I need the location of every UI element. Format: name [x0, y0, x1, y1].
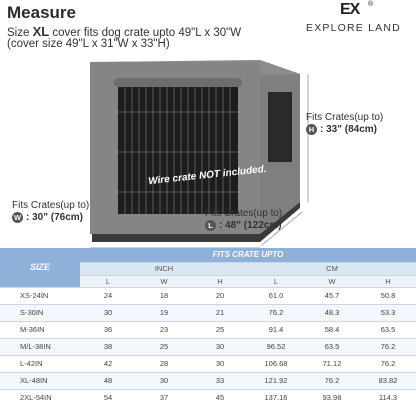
size-column-header: SIZE [0, 248, 80, 288]
brand-mark: EX [340, 1, 360, 18]
value-cell: 19 [136, 304, 192, 322]
value-cell: 58.4 [304, 321, 360, 339]
table-row: 2XL-54IN 54 37 45 137.16 93.98 114.3 [0, 389, 416, 403]
brand-registered: ® [368, 1, 374, 8]
value-cell: 137.16 [248, 389, 304, 403]
value-cell: 20 [192, 287, 248, 305]
length-badge: L [205, 220, 216, 231]
dimension-width-value: : 30" (76cm) [26, 212, 83, 223]
size-cell: 2XL-54IN [0, 389, 80, 403]
value-cell: 33 [192, 372, 248, 390]
dimension-width: Fits Crates(up to) W: 30" (76cm) [12, 200, 89, 223]
table-row: L-42IN 42 28 30 106.68 71.12 76.2 [0, 355, 416, 373]
value-cell: 30 [136, 372, 192, 390]
dimension-length-label: Fits Crates(up to) [205, 208, 283, 219]
sub-header: L [248, 275, 304, 288]
value-cell: 83.82 [360, 372, 416, 390]
table-row: M-36IN 36 23 25 91.4 58.4 63.5 [0, 321, 416, 339]
table-row: M/L-38IN 38 25 30 96.52 63.5 76.2 [0, 338, 416, 356]
sub-header: W [304, 275, 360, 288]
value-cell: 48 [80, 372, 136, 390]
sub-header: H [192, 275, 248, 288]
value-cell: 37 [136, 389, 192, 403]
dimension-height: Fits Crates(up to) H: 33" (84cm) [306, 112, 383, 135]
dimension-height-value: : 33" (84cm) [320, 124, 377, 135]
value-cell: 18 [136, 287, 192, 305]
sub-header: L [80, 275, 136, 288]
page-title: Measure [7, 3, 76, 22]
value-cell: 24 [80, 287, 136, 305]
value-cell: 21 [192, 304, 248, 322]
size-cell: L-42IN [0, 355, 80, 373]
value-cell: 25 [192, 321, 248, 339]
rolled-flap [114, 78, 242, 87]
table-row: XL-48IN 48 30 33 121.92 76.2 83.82 [0, 372, 416, 390]
width-badge: W [12, 212, 23, 223]
size-cell: XS-24IN [0, 287, 80, 305]
value-cell: 106.68 [248, 355, 304, 373]
dimension-width-label: Fits Crates(up to) [12, 200, 90, 211]
height-badge: H [306, 124, 317, 135]
value-cell: 63.5 [360, 321, 416, 339]
size-cell: M/L-38IN [0, 338, 80, 356]
value-cell: 76.2 [248, 304, 304, 322]
crate-tray [92, 202, 300, 242]
size-suffix: cover fits dog crate upto 49"L x 30"W [52, 27, 242, 39]
value-cell: 54 [80, 389, 136, 403]
brand-logo: EX ® EXPLORE LAND [306, 1, 412, 37]
dimension-length: Fits Crates(up to) L: 48" (122cm) [205, 208, 282, 231]
sub-header: H [360, 275, 416, 288]
value-cell: 76.2 [360, 338, 416, 356]
value-cell: 23 [136, 321, 192, 339]
value-cell: 30 [192, 355, 248, 373]
cm-header: CM [248, 262, 416, 276]
value-cell: 114.3 [360, 389, 416, 403]
size-cell: XL-48IN [0, 372, 80, 390]
size-prefix: Size [7, 27, 30, 39]
value-cell: 38 [80, 338, 136, 356]
cover-size: (cover size 49"L x 31"W x 33"H) [7, 38, 170, 50]
size-chart-table: SIZE FITS CRATE UPTO INCH CM L W H L W H… [0, 248, 416, 403]
table-row: S-30IN 30 19 21 76.2 48.3 53.3 [0, 304, 416, 322]
side-window [268, 92, 292, 162]
size-code: XL [32, 24, 50, 39]
value-cell: 71.12 [304, 355, 360, 373]
value-cell: 91.4 [248, 321, 304, 339]
dimension-length-value: : 48" (122cm) [219, 220, 282, 231]
value-cell: 93.98 [304, 389, 360, 403]
brand-name: EXPLORE LAND [306, 22, 401, 34]
value-cell: 76.2 [360, 355, 416, 373]
fits-crate-header: FITS CRATE UPTO [80, 248, 416, 263]
size-cell: M-36IN [0, 321, 80, 339]
inch-header: INCH [80, 262, 248, 276]
value-cell: 45 [192, 389, 248, 403]
value-cell: 48.3 [304, 304, 360, 322]
value-cell: 36 [80, 321, 136, 339]
value-cell: 45.7 [304, 287, 360, 305]
value-cell: 63.5 [304, 338, 360, 356]
sub-header: W [136, 275, 192, 288]
value-cell: 28 [136, 355, 192, 373]
value-cell: 61.0 [248, 287, 304, 305]
crate-door [118, 86, 238, 214]
table-row: XS-24IN 24 18 20 61.0 45.7 50.8 [0, 287, 416, 305]
size-description: Size XL cover fits dog crate upto 49"L x… [7, 24, 241, 39]
dimension-height-label: Fits Crates(up to) [306, 112, 384, 123]
value-cell: 50.8 [360, 287, 416, 305]
value-cell: 53.3 [360, 304, 416, 322]
size-cell: S-30IN [0, 304, 80, 322]
value-cell: 121.92 [248, 372, 304, 390]
value-cell: 30 [192, 338, 248, 356]
value-cell: 30 [80, 304, 136, 322]
value-cell: 96.52 [248, 338, 304, 356]
value-cell: 42 [80, 355, 136, 373]
crate-cover-illustration [90, 60, 309, 249]
value-cell: 76.2 [304, 372, 360, 390]
value-cell: 25 [136, 338, 192, 356]
